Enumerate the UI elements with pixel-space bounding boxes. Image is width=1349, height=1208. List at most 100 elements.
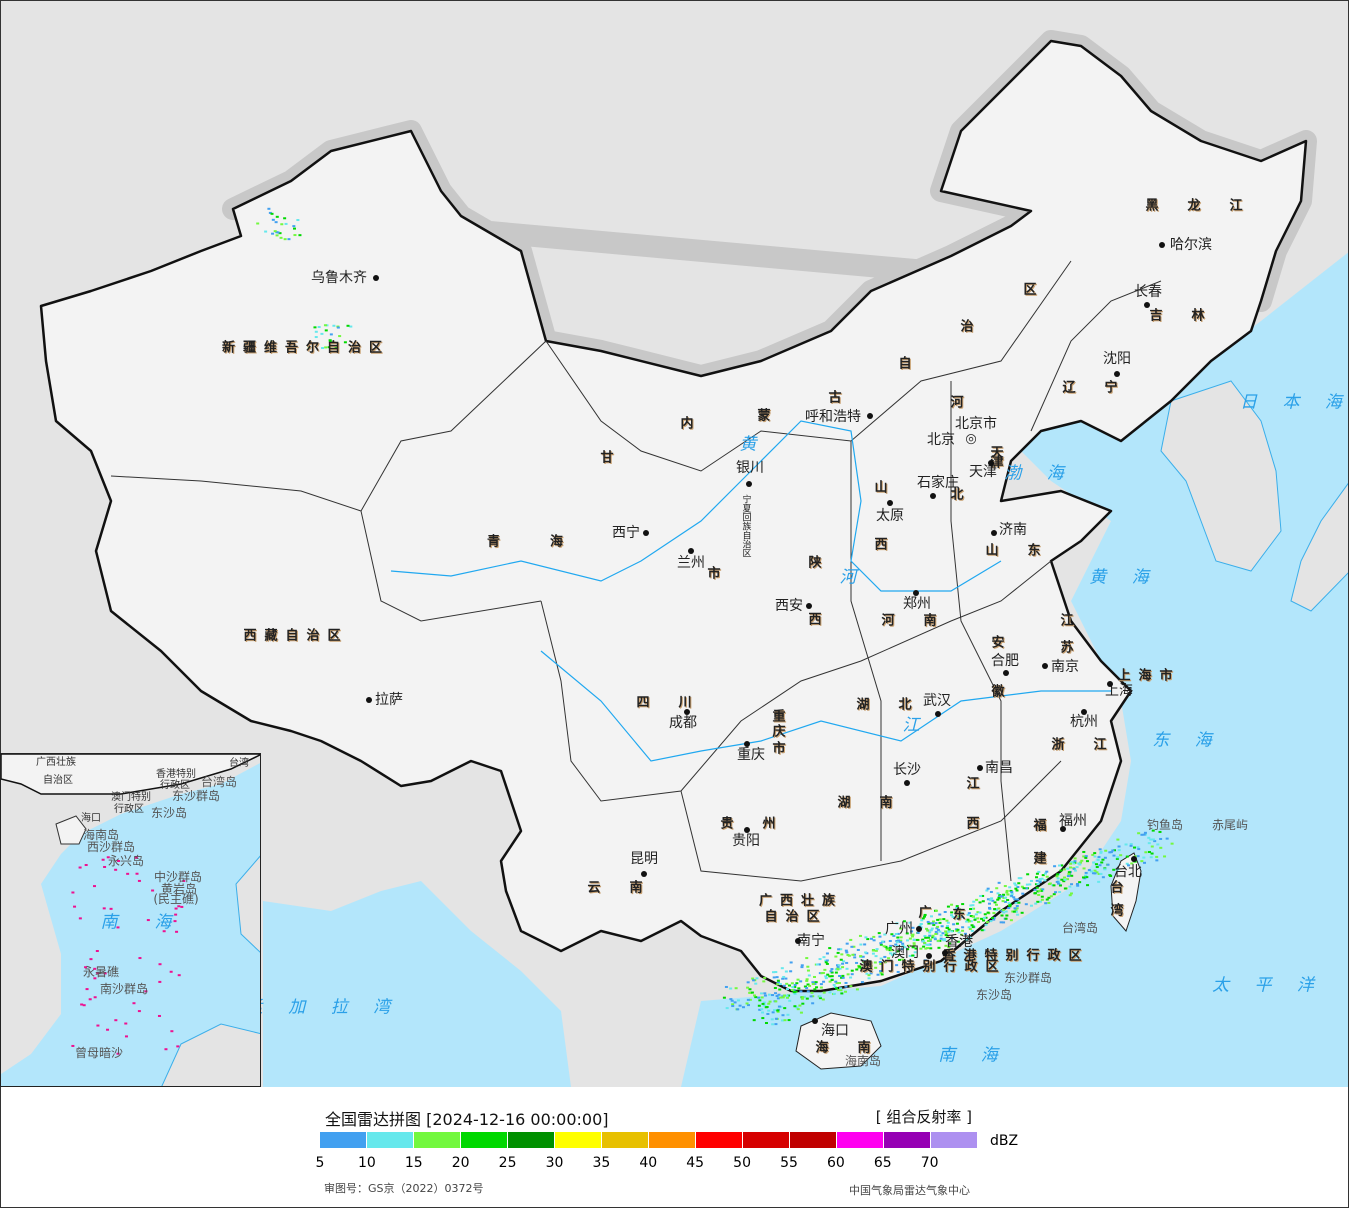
- echo-pixel: [928, 934, 932, 937]
- echo-pixel: [1052, 893, 1056, 896]
- echo-pixel: [943, 939, 947, 942]
- echo-pixel: [971, 926, 975, 929]
- echo-pixel: [905, 932, 909, 935]
- island-mark: [117, 859, 121, 862]
- inset-label: 曾母暗沙: [74, 1046, 124, 1060]
- sea-label: 河: [839, 567, 867, 588]
- echo-pixel: [871, 949, 875, 952]
- echo-pixel: [825, 952, 829, 955]
- echo-pixel: [922, 945, 926, 948]
- echo-pixel: [1036, 883, 1040, 886]
- echo-pixel: [834, 968, 838, 971]
- echo-pixel: [1072, 862, 1076, 865]
- echo-pixel: [830, 975, 834, 978]
- echo-pixel: [1072, 867, 1076, 870]
- echo-pixel: [842, 960, 846, 963]
- inset-label: 行政区: [160, 780, 190, 791]
- echo-pixel: [1037, 893, 1041, 896]
- echo-pixel: [346, 324, 350, 327]
- echo-pixel: [802, 995, 806, 998]
- echo-pixel: [987, 902, 991, 905]
- echo-pixel: [1098, 864, 1102, 867]
- echo-pixel: [969, 915, 973, 918]
- echo-pixel: [840, 953, 844, 956]
- echo-pixel: [1073, 860, 1077, 863]
- echo-pixel: [1066, 867, 1070, 870]
- tick-label: 55: [780, 1155, 798, 1171]
- echo-pixel: [926, 947, 930, 950]
- echo-pixel: [778, 988, 782, 991]
- echo-pixel: [806, 983, 810, 986]
- echo-pixel: [931, 936, 935, 939]
- echo-pixel: [729, 987, 733, 990]
- echo-pixel: [928, 931, 932, 934]
- echo-pixel: [933, 938, 937, 941]
- city-dot-icon: [1042, 663, 1048, 669]
- echo-pixel: [990, 897, 994, 900]
- echo-pixel: [846, 973, 850, 976]
- echo-pixel: [883, 955, 887, 958]
- echo-pixel: [815, 963, 819, 966]
- tick-label: 35: [592, 1155, 611, 1171]
- echo-pixel: [996, 898, 1000, 901]
- echo-pixel: [757, 1004, 761, 1007]
- echo-pixel: [841, 974, 845, 977]
- echo-pixel: [1012, 896, 1016, 899]
- echo-pixel: [883, 961, 887, 964]
- echo-pixel: [1159, 846, 1163, 849]
- echo-pixel: [1002, 893, 1006, 896]
- echo-pixel: [1099, 850, 1103, 853]
- echo-pixel: [763, 994, 767, 997]
- echo-pixel: [788, 999, 792, 1002]
- echo-pixel: [832, 983, 836, 986]
- echo-pixel: [1092, 861, 1096, 864]
- echo-pixel: [867, 974, 871, 977]
- echo-pixel: [822, 956, 826, 959]
- echo-pixel: [1127, 864, 1131, 867]
- echo-pixel: [777, 993, 781, 996]
- echo-pixel: [810, 991, 814, 994]
- province-label: 蒙: [757, 408, 779, 424]
- city-dot-icon: [806, 603, 812, 609]
- echo-pixel: [799, 990, 803, 993]
- echo-pixel: [1078, 863, 1082, 866]
- echo-pixel: [317, 326, 321, 329]
- echo-pixel: [822, 991, 826, 994]
- echo-pixel: [270, 212, 274, 215]
- echo-pixel: [960, 916, 964, 919]
- echo-pixel: [895, 941, 899, 944]
- echo-pixel: [927, 922, 931, 925]
- echo-pixel: [819, 986, 823, 989]
- echo-pixel: [834, 955, 838, 958]
- echo-pixel: [1070, 883, 1074, 886]
- echo-pixel: [794, 990, 798, 993]
- echo-pixel: [852, 945, 856, 948]
- echo-pixel: [895, 944, 899, 947]
- echo-pixel: [770, 994, 774, 997]
- island-mark: [132, 1002, 136, 1005]
- echo-pixel: [1021, 892, 1025, 895]
- echo-pixel: [957, 931, 961, 934]
- echo-pixel: [762, 980, 766, 983]
- echo-pixel: [1151, 838, 1155, 841]
- echo-pixel: [998, 894, 1002, 897]
- china-land: [39, 39, 1308, 993]
- echo-pixel: [921, 917, 925, 920]
- echo-pixel: [895, 940, 899, 943]
- echo-pixel: [1009, 889, 1013, 892]
- echo-pixel: [879, 971, 883, 974]
- echo-pixel: [1024, 903, 1028, 906]
- province-label: 贵 州: [720, 816, 784, 832]
- echo-pixel: [1098, 848, 1102, 851]
- echo-pixel: [850, 969, 854, 972]
- echo-pixel: [901, 942, 905, 945]
- echo-pixel: [1063, 876, 1067, 879]
- echo-pixel: [1015, 907, 1019, 910]
- echo-pixel: [1047, 896, 1051, 899]
- echo-pixel: [961, 929, 965, 932]
- tick-label: 50: [733, 1155, 752, 1171]
- echo-pixel: [1040, 898, 1044, 901]
- echo-pixel: [1045, 870, 1049, 873]
- echo-pixel: [837, 989, 841, 992]
- echo-pixel: [997, 881, 1001, 884]
